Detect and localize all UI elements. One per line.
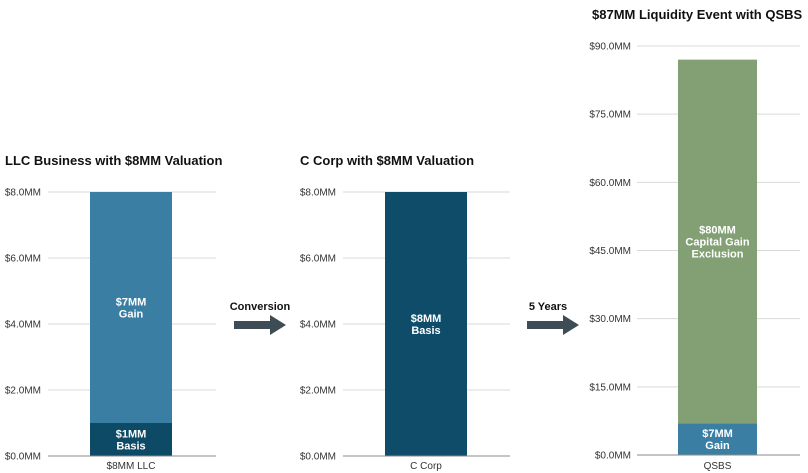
x-tick-label: $8MM LLC (107, 461, 156, 472)
chart-title: C Corp with $8MM Valuation (300, 153, 474, 168)
bar-segment (90, 192, 172, 423)
data-label: Basis (411, 325, 440, 337)
data-label: Exclusion (692, 248, 744, 260)
arrow-label: Conversion (230, 301, 291, 313)
y-tick-label: $0.0MM (300, 452, 336, 463)
y-tick-label: $15.0MM (589, 382, 631, 393)
x-tick-label: QSBS (704, 461, 732, 472)
data-label: $1MM (116, 429, 147, 441)
chart-title: LLC Business with $8MM Valuation (5, 153, 222, 168)
x-tick-label: C Corp (410, 461, 442, 472)
y-tick-label: $6.0MM (300, 254, 336, 265)
data-label: $80MM (699, 224, 736, 236)
y-tick-label: $8.0MM (5, 188, 41, 199)
y-tick-label: $0.0MM (595, 451, 631, 462)
y-tick-label: $6.0MM (5, 254, 41, 265)
y-tick-label: $30.0MM (589, 314, 631, 325)
y-tick-label: $60.0MM (589, 178, 631, 189)
bar-segment (90, 423, 172, 456)
y-tick-label: $0.0MM (5, 452, 41, 463)
arrow-label: 5 Years (529, 301, 567, 313)
data-label: Capital Gain (685, 236, 749, 248)
bar-segment (385, 192, 467, 456)
data-label: $7MM (116, 297, 147, 309)
data-label: Basis (116, 441, 145, 453)
data-label: $8MM (411, 313, 442, 325)
bar-segment (678, 423, 757, 455)
y-tick-label: $45.0MM (589, 246, 631, 257)
bar-segment (678, 59, 757, 424)
y-tick-label: $4.0MM (5, 320, 41, 331)
data-label: Gain (705, 440, 730, 452)
data-label: Gain (119, 309, 144, 321)
y-tick-label: $75.0MM (589, 110, 631, 121)
y-tick-label: $2.0MM (5, 386, 41, 397)
chart-title: $87MM Liquidity Event with QSBS (592, 7, 803, 22)
data-label: $7MM (702, 428, 733, 440)
y-tick-label: $8.0MM (300, 188, 336, 199)
right-arrow-icon (234, 315, 286, 335)
y-tick-label: $90.0MM (589, 42, 631, 53)
y-tick-label: $2.0MM (300, 386, 336, 397)
y-tick-label: $4.0MM (300, 320, 336, 331)
right-arrow-icon (527, 315, 579, 335)
